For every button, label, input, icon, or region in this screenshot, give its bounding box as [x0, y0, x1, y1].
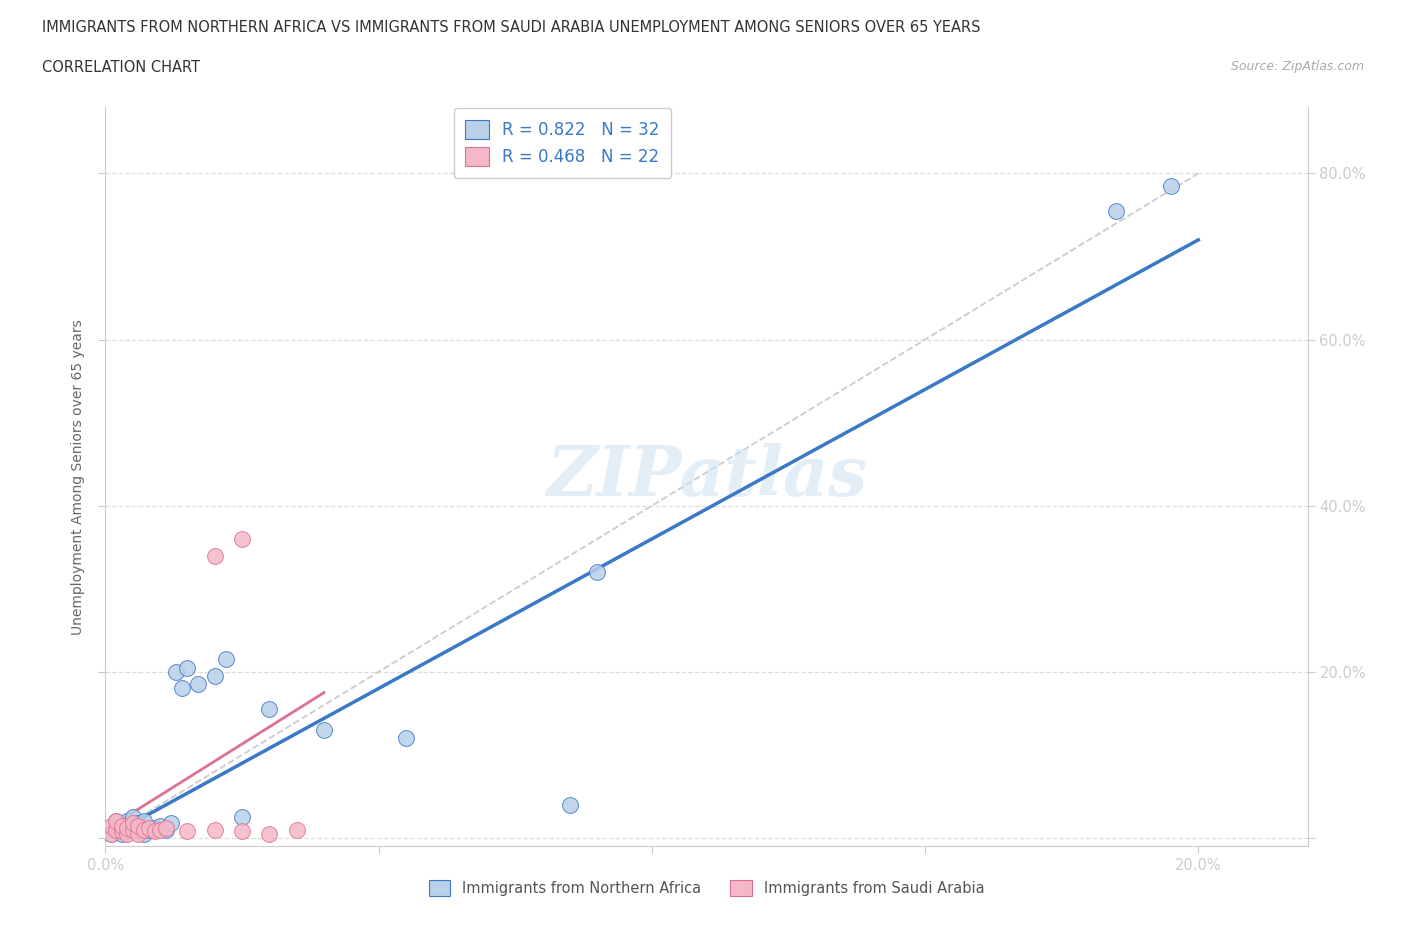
Point — [111, 818, 134, 833]
Point — [586, 565, 609, 579]
Point — [121, 820, 143, 835]
Point — [111, 818, 134, 833]
Point — [214, 652, 236, 667]
Point — [204, 822, 226, 837]
Point — [1160, 179, 1182, 193]
Point — [231, 824, 253, 839]
Point — [143, 824, 166, 839]
Point — [231, 810, 253, 825]
Point — [127, 818, 149, 833]
Point — [105, 814, 128, 829]
Point — [100, 827, 122, 842]
Point — [204, 548, 226, 563]
Text: Source: ZipAtlas.com: Source: ZipAtlas.com — [1230, 60, 1364, 73]
Point — [127, 822, 149, 837]
Point — [155, 822, 177, 837]
Point — [138, 820, 160, 835]
Point — [312, 723, 335, 737]
Point — [117, 814, 139, 829]
Text: ZIPatlas: ZIPatlas — [546, 443, 868, 511]
Point — [259, 827, 281, 842]
Point — [176, 660, 198, 675]
Point — [105, 822, 128, 837]
Point — [121, 816, 143, 830]
Legend: Immigrants from Northern Africa, Immigrants from Saudi Arabia: Immigrants from Northern Africa, Immigra… — [423, 874, 990, 902]
Point — [143, 820, 166, 835]
Text: CORRELATION CHART: CORRELATION CHART — [42, 60, 200, 75]
Point — [117, 820, 139, 835]
Point — [117, 824, 139, 839]
Point — [132, 822, 155, 837]
Point — [105, 814, 128, 829]
Point — [166, 664, 188, 679]
Point — [558, 797, 581, 812]
Point — [117, 827, 139, 842]
Point — [231, 531, 253, 546]
Point — [100, 818, 122, 833]
Y-axis label: Unemployment Among Seniors over 65 years: Unemployment Among Seniors over 65 years — [72, 319, 86, 634]
Point — [259, 702, 281, 717]
Point — [127, 827, 149, 842]
Point — [121, 822, 143, 837]
Point — [395, 731, 418, 746]
Point — [149, 822, 172, 837]
Point — [176, 824, 198, 839]
Point — [100, 827, 122, 842]
Point — [204, 669, 226, 684]
Point — [132, 814, 155, 829]
Point — [138, 822, 160, 837]
Point — [132, 827, 155, 842]
Point — [285, 822, 308, 837]
Point — [111, 827, 134, 842]
Point — [149, 818, 172, 833]
Point — [187, 677, 209, 692]
Point — [160, 816, 183, 830]
Point — [155, 820, 177, 835]
Text: IMMIGRANTS FROM NORTHERN AFRICA VS IMMIGRANTS FROM SAUDI ARABIA UNEMPLOYMENT AMO: IMMIGRANTS FROM NORTHERN AFRICA VS IMMIG… — [42, 20, 980, 35]
Point — [105, 822, 128, 837]
Point — [170, 681, 193, 696]
Point — [121, 810, 143, 825]
Point — [127, 816, 149, 830]
Point — [111, 824, 134, 839]
Point — [1105, 204, 1128, 219]
